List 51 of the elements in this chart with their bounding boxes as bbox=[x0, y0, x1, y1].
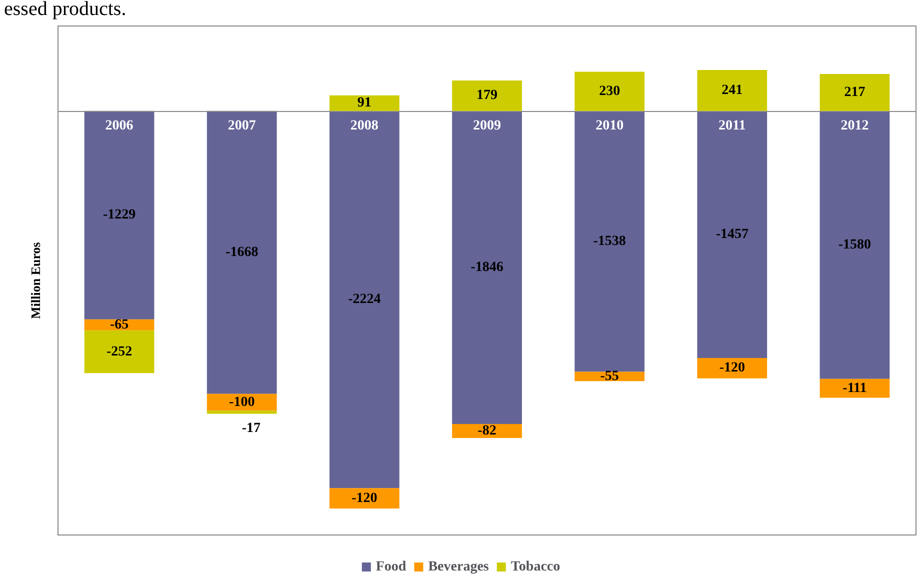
data-label: -1668 bbox=[226, 244, 258, 260]
bar bbox=[206, 394, 277, 411]
bar bbox=[206, 110, 277, 394]
data-label: -100 bbox=[229, 394, 255, 410]
y-axis-title: Million Euros bbox=[28, 242, 43, 319]
bar bbox=[452, 110, 522, 424]
data-label: -1538 bbox=[593, 234, 626, 249]
data-label: 91 bbox=[357, 96, 372, 111]
bar bbox=[697, 110, 768, 358]
data-label: 230 bbox=[599, 84, 620, 99]
bar bbox=[329, 95, 400, 111]
data-label: -2224 bbox=[348, 292, 381, 308]
data-label: -17 bbox=[242, 421, 261, 436]
legend-label: Tobacco bbox=[510, 560, 560, 574]
x-tick-label: 2011 bbox=[718, 118, 746, 134]
data-label: -252 bbox=[106, 344, 132, 360]
data-label: -120 bbox=[352, 490, 378, 506]
bar bbox=[697, 358, 768, 378]
data-label: -120 bbox=[719, 360, 745, 376]
data-label: -82 bbox=[478, 423, 496, 438]
x-tick-label: 2010 bbox=[596, 118, 624, 134]
bar bbox=[84, 110, 154, 320]
x-tick-label: 2006 bbox=[105, 118, 134, 134]
x-tick-label: 2009 bbox=[473, 118, 501, 134]
data-label: -1457 bbox=[716, 226, 748, 242]
data-label: -1846 bbox=[470, 260, 504, 275]
bar bbox=[820, 378, 890, 398]
data-label: -55 bbox=[600, 368, 619, 384]
data-label: -65 bbox=[110, 317, 129, 332]
bar bbox=[452, 80, 522, 111]
bar bbox=[574, 72, 645, 111]
bar bbox=[329, 110, 400, 488]
bar bbox=[329, 488, 400, 509]
x-tick-label: 2012 bbox=[840, 118, 869, 134]
bar bbox=[820, 74, 890, 111]
data-label: 217 bbox=[844, 84, 866, 100]
x-tick-label: 2008 bbox=[350, 118, 378, 134]
bar bbox=[820, 110, 890, 379]
text: essed products. bbox=[4, 0, 126, 21]
data-label: -111 bbox=[842, 380, 867, 396]
bar bbox=[84, 330, 154, 374]
legend-label: Beverages bbox=[428, 560, 490, 574]
data-label: -1229 bbox=[102, 208, 136, 223]
data-label: 179 bbox=[476, 88, 498, 104]
legend-label: Food bbox=[376, 560, 406, 574]
bar bbox=[574, 110, 645, 372]
data-label: -1580 bbox=[838, 237, 872, 252]
data-label: 241 bbox=[722, 82, 743, 98]
x-tick-label: 2007 bbox=[228, 118, 256, 134]
bar bbox=[697, 70, 768, 111]
bar bbox=[452, 424, 522, 438]
